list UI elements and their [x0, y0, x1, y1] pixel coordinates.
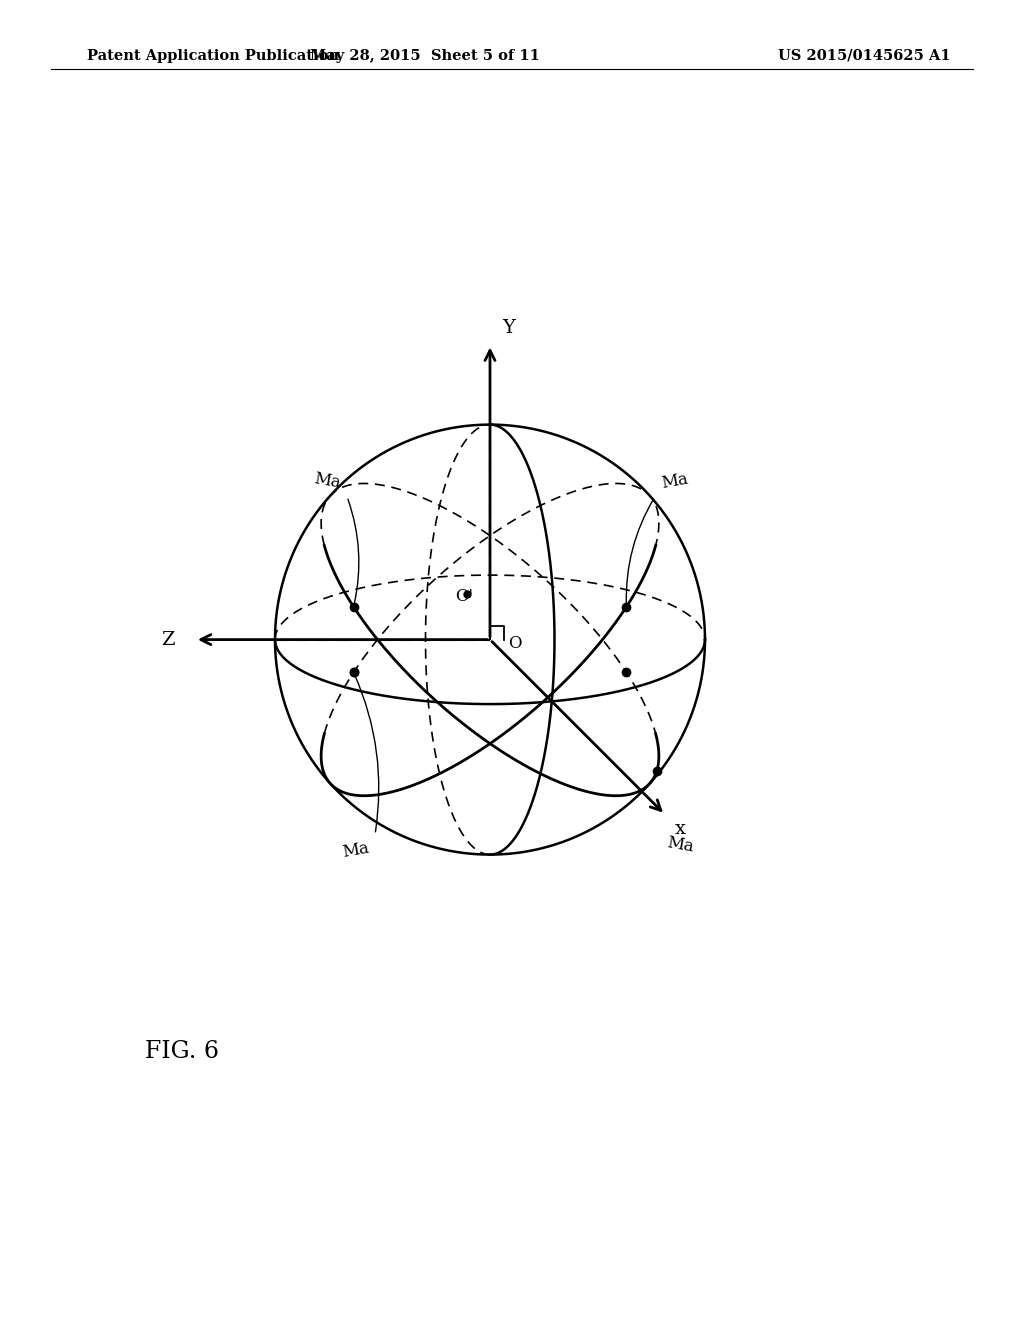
Text: O: O [508, 635, 521, 652]
Text: US 2015/0145625 A1: US 2015/0145625 A1 [778, 49, 951, 63]
Text: Ma: Ma [660, 470, 689, 491]
Text: Ma: Ma [665, 834, 694, 857]
Text: O': O' [455, 587, 473, 605]
Text: Patent Application Publication: Patent Application Publication [87, 49, 339, 63]
Text: Y: Y [502, 318, 515, 337]
Text: Ma: Ma [312, 470, 342, 491]
Text: x: x [675, 820, 686, 838]
Text: Ma: Ma [340, 840, 370, 861]
Text: FIG. 6: FIG. 6 [145, 1040, 219, 1063]
Text: May 28, 2015  Sheet 5 of 11: May 28, 2015 Sheet 5 of 11 [310, 49, 540, 63]
Text: Z: Z [162, 631, 175, 648]
